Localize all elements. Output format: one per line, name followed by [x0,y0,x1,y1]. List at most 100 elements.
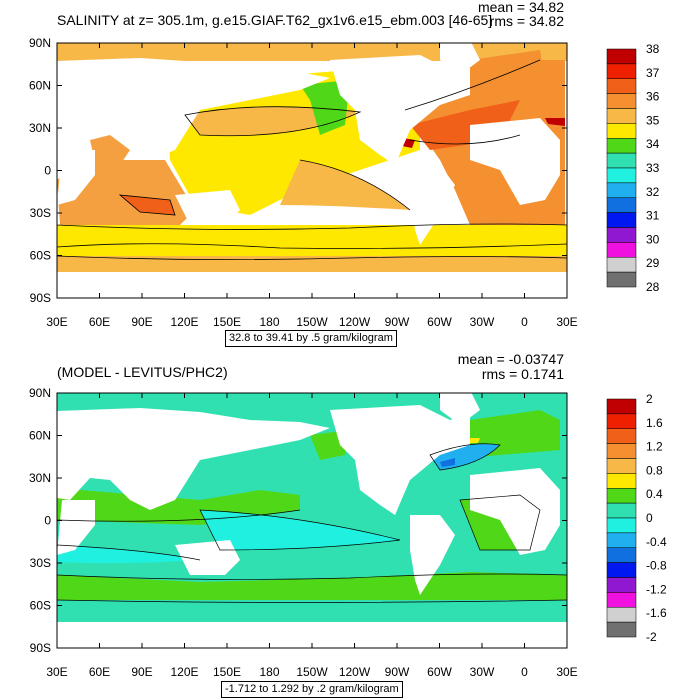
y-ticks: 90N 60N 30N 0 30S 60S 90S [29,386,567,655]
salinity-map: 90N 60N 30N 0 30S 60S 90S 30E 60E 90E 120E 150E 180… [29,36,660,329]
colorbar-label: -0.4 [646,535,667,549]
colorbar-label: -2 [646,630,657,644]
colorbar: 38 37 36 35 34 33 32 31 30 29 28 [606,42,660,294]
contours [57,59,567,260]
x-tick-label: 0 [521,665,528,679]
africa-east [57,500,95,555]
greenland [440,393,480,425]
colorbar-swatch [606,458,637,474]
contour-info-box: 32.8 to 39.41 by .5 gram/kilogram [225,330,397,347]
colorbar-swatch [606,108,637,124]
rms-label: rms = 0.1741 [481,366,564,382]
colorbar-swatch [606,517,637,534]
y-tick-label: 90S [30,291,51,305]
x-tick-label: 30W [470,665,495,679]
cyan-indian [57,545,200,564]
colorbar-swatch [606,532,637,548]
salinity-field [57,43,567,298]
x-tick-label: 60E [89,665,110,679]
x-tick-label: 90W [385,315,410,329]
colorbar-label: 0.8 [646,463,663,477]
y-tick-label: 30S [30,206,51,220]
colorbar-swatch [606,212,637,228]
colorbar-swatch [606,547,637,563]
colorbar-swatch [606,502,637,519]
x-tick-label: 90W [385,665,410,679]
x-tick-label: 120W [339,315,371,329]
south-pacific-gyre [280,160,410,210]
x-ticks: 30E 60E 90E 120E 150E 180 150W 120W 90W 60W 30W 0 30… [46,393,578,679]
colorbar-swatch [606,48,637,65]
dark-blue-core [440,458,455,467]
x-tick-label: 150E [213,665,241,679]
y-tick-label: 30S [30,556,51,570]
greenland [440,43,480,75]
colorbar-label: 29 [646,256,660,270]
green-southern [57,572,567,600]
y-tick-label: 90S [30,641,51,655]
colorbar-label: 36 [646,90,660,104]
north-atlantic [470,50,545,95]
colorbar-swatch [606,197,637,213]
colorbar-swatch [606,242,637,258]
x-tick-label: 30E [46,315,67,329]
colorbar-swatch [606,63,637,79]
x-tick-label: 30E [46,665,67,679]
x-tick-label: 120W [339,665,371,679]
x-tick-label: 60E [89,315,110,329]
colorbar-label: -1.2 [646,582,667,596]
colorbar-swatch [606,152,637,169]
indian-core [120,195,175,215]
yellow-spot [470,438,480,443]
x-tick-label: 150W [296,315,328,329]
africa-east [57,150,95,205]
colorbar-label: 0.4 [646,487,663,501]
colorbar-label: 28 [646,280,660,294]
colorbar-swatch [606,138,637,154]
panel-title: (MODEL - LEVITUS/PHC2) [57,364,228,380]
colorbar-swatch [606,592,637,608]
continents [57,43,567,298]
colorbar-label: 32 [646,185,660,199]
x-ticks: 30E 60E 90E 120E 150E 180 150W 120W 90W 60W 30W 0 30… [46,43,578,329]
colorbar-label: 0 [646,511,653,525]
colorbar-label: 31 [646,209,660,223]
colorbar-label: 37 [646,66,660,80]
colorbar-label: 30 [646,232,660,246]
southern-band [57,225,567,247]
colorbar-swatch [606,257,637,273]
colorbar-swatch [606,488,637,504]
x-tick-label: 120E [170,315,198,329]
cyan-south-pacific [200,510,400,550]
y-ticks: 90N 60N 30N 0 30S 60S 90S [29,36,567,305]
colorbar-swatch [606,227,637,243]
colorbar-swatch [606,577,637,593]
x-tick-label: 30W [470,315,495,329]
panel-title: SALINITY at z= 305.1m, g.e15.GIAF.T62_gx… [57,12,493,28]
colorbar-label: 2 [646,392,653,406]
contour-info-box: -1.712 to 1.292 by .2 gram/kilogram [221,681,403,698]
colorbar-swatch [606,78,637,94]
colorbar-label: -1.6 [646,606,667,620]
africa [470,118,560,205]
y-tick-label: 60N [29,429,51,443]
y-tick-label: 60S [30,249,51,263]
x-tick-label: 30E [556,665,577,679]
x-tick-label: 90E [131,665,152,679]
y-tick-label: 0 [44,164,51,178]
x-tick-label: 60W [427,315,452,329]
difference-field [57,393,567,648]
mean-label: mean = 34.82 [477,0,564,15]
y-tick-label: 0 [44,514,51,528]
colorbar-label: 34 [646,137,660,151]
colorbar-label: 35 [646,113,660,127]
x-tick-label: 150E [213,315,241,329]
colorbar-label: 1.2 [646,440,663,454]
australia [175,190,240,225]
x-tick-label: 180 [259,665,279,679]
y-tick-label: 60S [30,599,51,613]
mean-label: mean = -0.03747 [457,351,564,367]
colorbar-swatch [606,443,637,459]
colorbar-swatch [606,607,637,623]
colorbar-label: -0.8 [646,559,667,573]
